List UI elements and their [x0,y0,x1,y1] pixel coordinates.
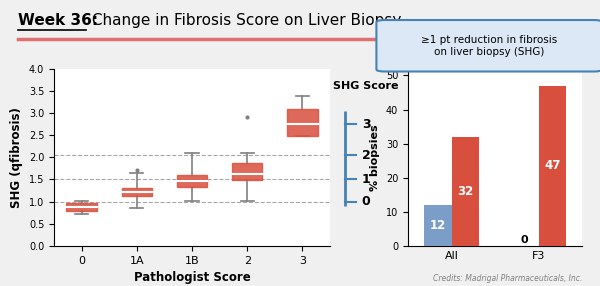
Text: 12: 12 [430,219,446,232]
Text: SHG Score: SHG Score [333,82,398,91]
Bar [122,188,152,196]
Bar [287,108,317,136]
Y-axis label: % biopsies: % biopsies [370,124,380,190]
Text: 0: 0 [362,195,371,208]
Y-axis label: SHG (qfibrosis): SHG (qfibrosis) [10,107,23,208]
FancyBboxPatch shape [376,20,600,72]
Text: ≥1 pt reduction in fibrosis
on liver biopsy (SHG): ≥1 pt reduction in fibrosis on liver bio… [421,35,557,57]
Text: 3: 3 [362,118,370,130]
Bar [452,137,479,246]
Bar [232,163,262,180]
Text: 2: 2 [362,149,371,162]
Text: Change in Fibrosis Score on Liver Biopsy: Change in Fibrosis Score on Liver Biopsy [87,13,401,28]
Text: Credits: Madrigal Pharmaceuticals, Inc.: Credits: Madrigal Pharmaceuticals, Inc. [433,274,582,283]
Text: 47: 47 [544,159,560,172]
Bar [424,205,452,246]
Text: 1: 1 [362,173,371,186]
Text: Week 36:: Week 36: [18,13,98,28]
Text: 0: 0 [521,235,529,245]
Text: 32: 32 [457,185,473,198]
X-axis label: Pathologist Score: Pathologist Score [134,271,250,284]
Bar [539,86,566,246]
Bar [67,202,97,211]
Bar [177,175,207,187]
